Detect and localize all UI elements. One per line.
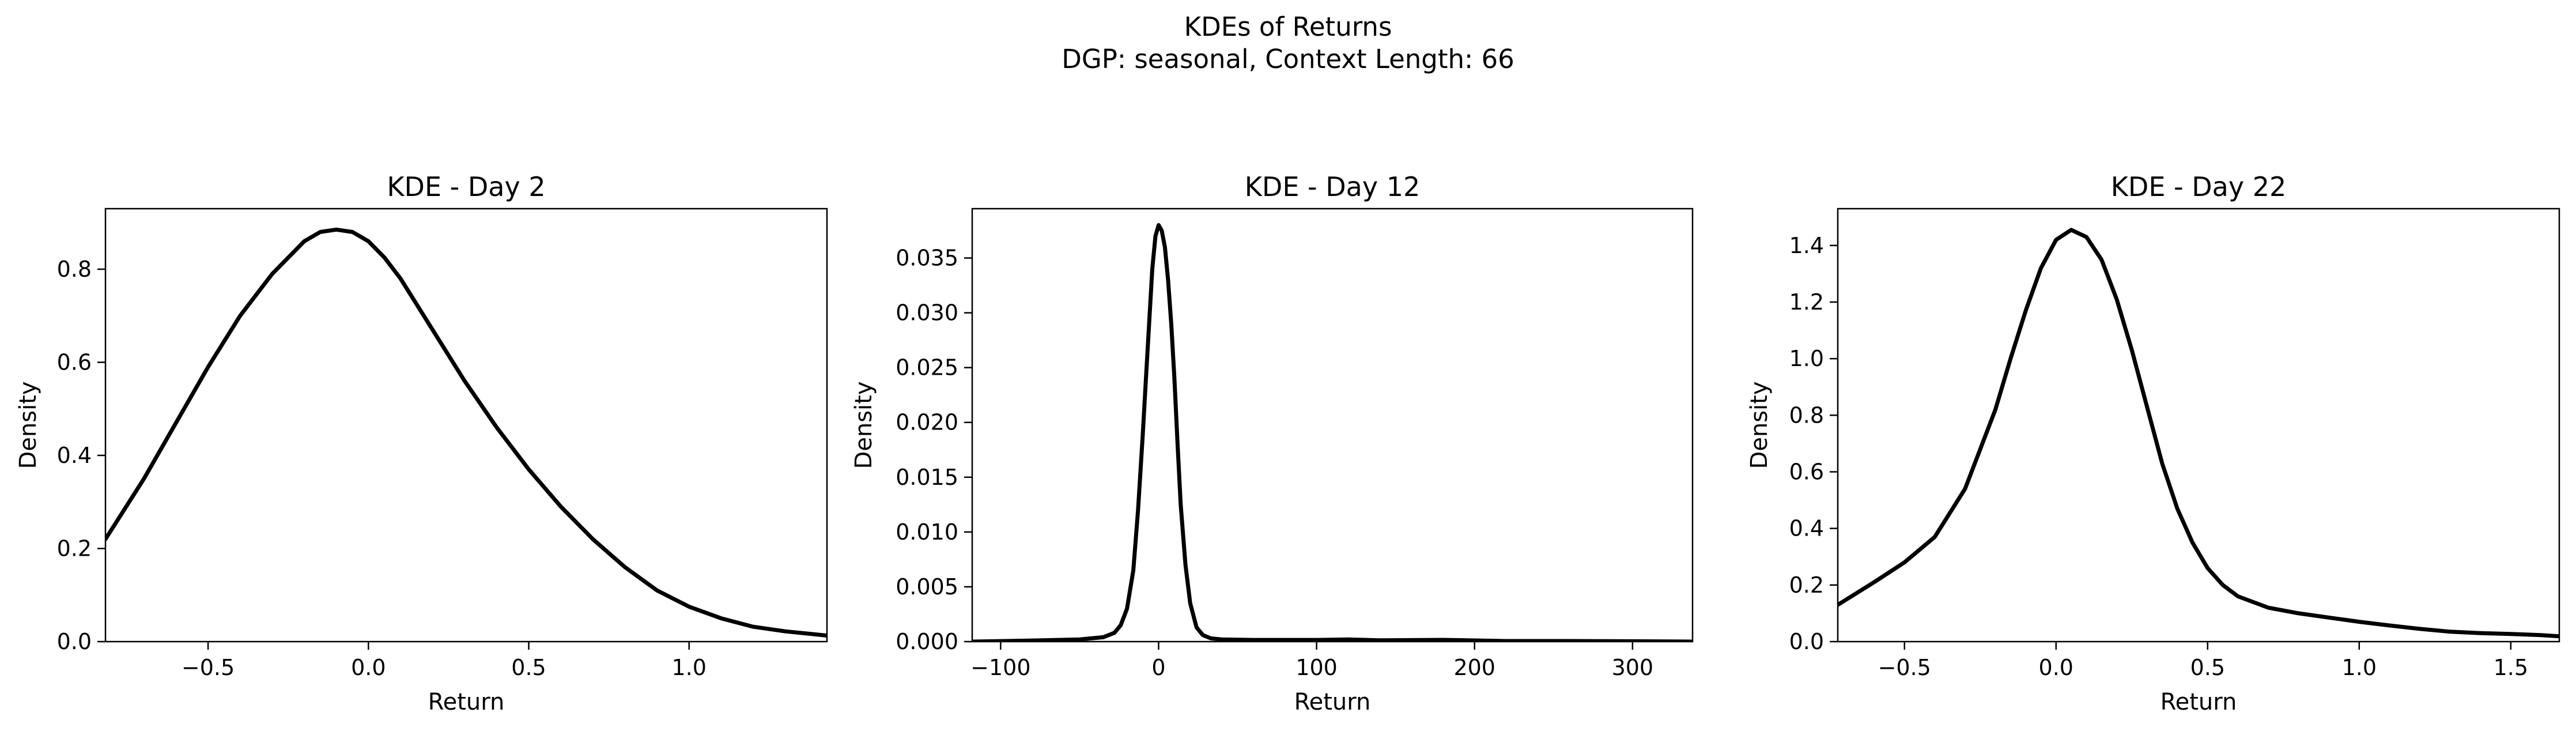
y-tick-label: 0.8 (57, 257, 92, 282)
y-tick-label: 0.035 (896, 246, 958, 271)
x-tick-label: 0.0 (351, 655, 386, 680)
y-tick-label: 0.030 (896, 300, 958, 326)
panel-title: KDE - Day 12 (1245, 171, 1420, 202)
x-tick-label: 100 (1295, 655, 1338, 680)
x-tick-label: 200 (1453, 655, 1495, 680)
y-tick-label: 0.6 (1789, 459, 1824, 484)
y-tick-label: 0.8 (1789, 402, 1824, 428)
y-tick-label: 0.0 (1789, 629, 1824, 654)
plot-frame (104, 208, 828, 643)
kde-curve-line (105, 227, 827, 638)
y-tick-label: 0.2 (1789, 572, 1824, 598)
x-tick-label: 0 (1151, 655, 1165, 680)
kde-panels: −0.5 0.0 0.5 1.0 0.0 0.2 0.4 0.6 0.8 KDE - Day 2 R… (15, 171, 2560, 715)
x-axis-label: Return (1294, 689, 1371, 715)
figure-title-line2: DGP: seasonal, Context Length: 66 (1062, 44, 1514, 74)
panel-title: KDE - Day 22 (2111, 171, 2286, 202)
kde-curve-line (1838, 228, 2559, 639)
x-tick-label: −0.5 (182, 655, 235, 680)
kde-panel-2: −100 0 100 200 300 0.000 0.005 0.010 0.015 0.020 0… (851, 171, 1694, 715)
y-tick-label: 1.0 (1789, 346, 1824, 371)
kde-curve-line (972, 223, 1693, 642)
y-tick-label: 0.010 (896, 519, 958, 545)
y-tick-label: 0.000 (896, 629, 958, 654)
y-tick-label: 0.015 (896, 465, 958, 490)
plot-frame (1837, 208, 2560, 643)
x-axis-label: Return (2160, 689, 2237, 715)
x-axis-label: Return (428, 689, 505, 715)
y-tick-label: 1.2 (1789, 289, 1824, 315)
y-tick-label: 1.4 (1789, 233, 1824, 258)
y-tick-label: 0.2 (57, 536, 92, 561)
panel-title: KDE - Day 2 (387, 171, 545, 202)
kde-panel-3: −0.5 0.0 0.5 1.0 1.5 0.0 0.2 0.4 0.6 0.8 1.0 1.2 1.4… (1746, 171, 2560, 715)
kde-panel-1: −0.5 0.0 0.5 1.0 0.0 0.2 0.4 0.6 0.8 KDE - Day 2 R… (15, 171, 828, 715)
x-tick-label: −0.5 (1878, 655, 1931, 680)
plot-frame (971, 208, 1694, 643)
x-tick-label: 0.5 (2190, 655, 2225, 680)
x-tick-label: 0.5 (511, 655, 546, 680)
y-axis-label: Density (15, 381, 41, 469)
x-tick-label: 300 (1612, 655, 1654, 680)
x-tick-label: 1.0 (672, 655, 707, 680)
x-tick-label: 1.0 (2342, 655, 2377, 680)
y-axis-label: Density (1746, 381, 1773, 469)
y-tick-label: 0.6 (57, 349, 92, 375)
y-tick-label: 0.020 (896, 410, 958, 435)
figure-title-line1: KDEs of Returns (1184, 12, 1392, 42)
y-tick-label: 0.025 (896, 355, 958, 380)
y-tick-label: 0.4 (1789, 516, 1824, 541)
y-axis-label: Density (851, 381, 877, 469)
y-tick-label: 0.0 (57, 629, 92, 654)
y-tick-label: 0.4 (57, 443, 92, 468)
x-tick-label: 0.0 (2039, 655, 2073, 680)
x-tick-label: −100 (970, 655, 1030, 680)
y-tick-label: 0.005 (896, 574, 958, 600)
x-tick-label: 1.5 (2494, 655, 2528, 680)
